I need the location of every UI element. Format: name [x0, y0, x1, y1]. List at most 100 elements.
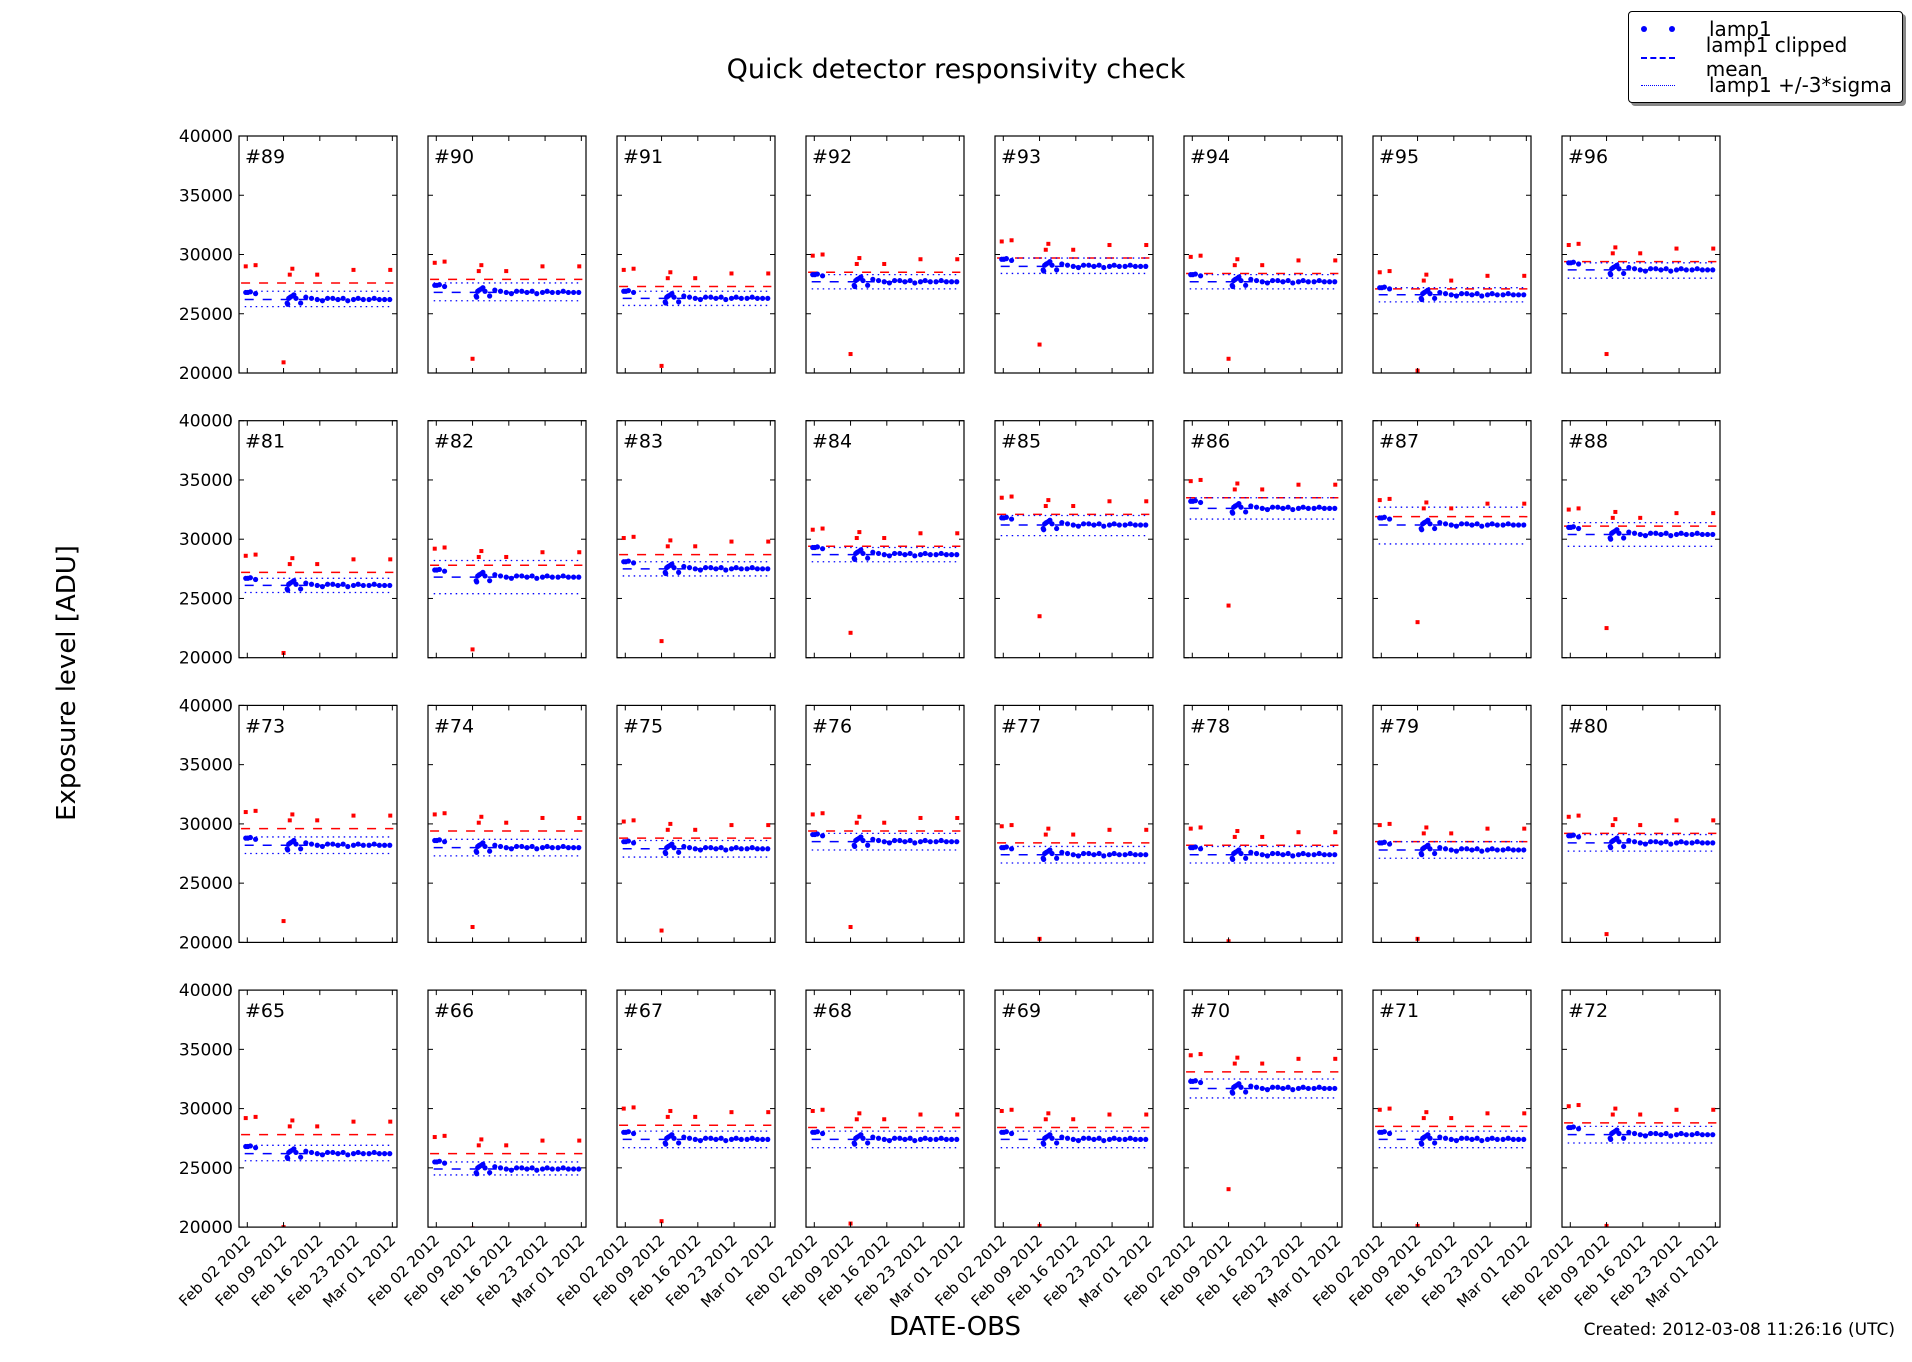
lamp1-point — [1458, 1135, 1465, 1141]
lamp1-point — [1280, 852, 1286, 858]
lamp1-point — [1280, 505, 1286, 511]
lamp1-point — [765, 566, 771, 572]
lamp1-point — [298, 300, 304, 306]
plot-area — [1186, 825, 1339, 943]
lamp1-point — [549, 845, 555, 851]
red-point — [577, 550, 582, 555]
lamp1-point — [487, 1169, 493, 1176]
lamp1-point — [1419, 527, 1425, 533]
red-point — [1260, 834, 1265, 839]
red-point — [810, 527, 815, 532]
lamp1-point — [938, 837, 944, 844]
lamp1-point — [886, 1137, 893, 1144]
lamp1-point — [1041, 1141, 1047, 1147]
lamp1-point — [1505, 1135, 1511, 1141]
red-point — [1387, 821, 1392, 826]
lamp1-point — [907, 1135, 913, 1141]
red-point — [1232, 487, 1237, 492]
lamp1-point — [508, 575, 515, 581]
lamp1-point — [1137, 263, 1144, 269]
lamp1-point — [1003, 256, 1009, 262]
lamp1-point — [1300, 504, 1306, 510]
lamp1-point — [371, 295, 377, 301]
lamp1-point — [765, 846, 771, 852]
lamp1-point — [524, 289, 530, 296]
lamp1-point — [933, 1136, 939, 1143]
red-outlier-point — [470, 356, 475, 361]
red-point — [1235, 481, 1240, 486]
lamp1-point — [1474, 846, 1480, 852]
red-point — [1046, 826, 1051, 831]
lamp1-point — [897, 1135, 903, 1141]
lamp1-point — [1448, 1136, 1454, 1143]
lamp1-point — [1086, 850, 1092, 857]
lamp1-point — [503, 845, 509, 851]
lamp1-point — [1626, 837, 1632, 844]
lamp1-point — [492, 1164, 498, 1170]
lamp1-point — [1049, 521, 1055, 527]
red-point — [1043, 504, 1048, 509]
lamp1-point — [1608, 845, 1614, 851]
lamp1-point — [1678, 266, 1684, 272]
lamp1-point — [335, 842, 341, 848]
lamp1-point — [524, 574, 530, 580]
lamp1-point — [1704, 1132, 1711, 1138]
lamp1-point — [1699, 531, 1705, 538]
y-tick-label: 40000 — [179, 127, 233, 147]
red-point — [1638, 515, 1643, 520]
lamp1-point — [1448, 847, 1454, 853]
red-point — [621, 819, 626, 824]
red-point — [290, 556, 295, 561]
lamp1-point — [1122, 522, 1128, 528]
lamp1-point — [881, 279, 887, 285]
lamp1-point — [1049, 1135, 1055, 1141]
lamp1-point — [1101, 523, 1107, 529]
lamp1-point — [1070, 1136, 1076, 1143]
lamp1-point — [1075, 853, 1082, 859]
lamp1-point — [1243, 1089, 1249, 1095]
lamp1-point — [1521, 522, 1527, 528]
lamp1-point — [1230, 1090, 1236, 1096]
red-point — [621, 536, 626, 541]
lamp1-point — [487, 293, 493, 299]
red-point — [621, 267, 626, 272]
axes-frame — [1372, 420, 1532, 659]
plot-area — [808, 811, 961, 929]
red-point — [955, 1112, 960, 1117]
lamp1-point — [314, 582, 320, 589]
lamp1-point — [897, 277, 903, 284]
red-point — [1576, 1103, 1581, 1108]
lamp1-point — [852, 283, 858, 290]
red-outlier-point — [281, 360, 286, 365]
y-tick-label: 40000 — [179, 696, 233, 716]
lamp1-point — [1003, 1129, 1009, 1135]
lamp1-point — [1264, 506, 1271, 513]
lamp1-point — [1658, 840, 1664, 846]
red-point — [577, 1138, 582, 1143]
lamp1-point — [1453, 1137, 1460, 1144]
lamp1-point — [718, 1135, 724, 1141]
lamp1-point — [1469, 292, 1475, 298]
red-outlier-point — [1037, 614, 1042, 619]
lamp1-point — [539, 1166, 546, 1172]
red-point — [1576, 506, 1581, 511]
red-point — [1235, 1055, 1240, 1060]
lamp1-point — [759, 295, 766, 301]
red-point — [1107, 243, 1112, 248]
lamp1-point — [870, 836, 876, 842]
red-point — [1232, 1061, 1237, 1066]
lamp1-point — [1127, 1135, 1133, 1141]
red-point — [287, 272, 292, 277]
red-point — [1449, 1116, 1454, 1121]
red-point — [1043, 1117, 1048, 1122]
lamp1-point — [1642, 1133, 1649, 1139]
panel-label: #74 — [434, 715, 474, 737]
lamp1-point — [381, 296, 388, 303]
lamp1-point — [1647, 839, 1654, 845]
red-point — [999, 495, 1004, 500]
lamp1-point — [1269, 1084, 1276, 1090]
lamp1-point — [371, 841, 377, 847]
lamp1-point — [1275, 504, 1281, 510]
lamp1-point — [676, 569, 682, 575]
lamp1-point — [819, 546, 826, 552]
